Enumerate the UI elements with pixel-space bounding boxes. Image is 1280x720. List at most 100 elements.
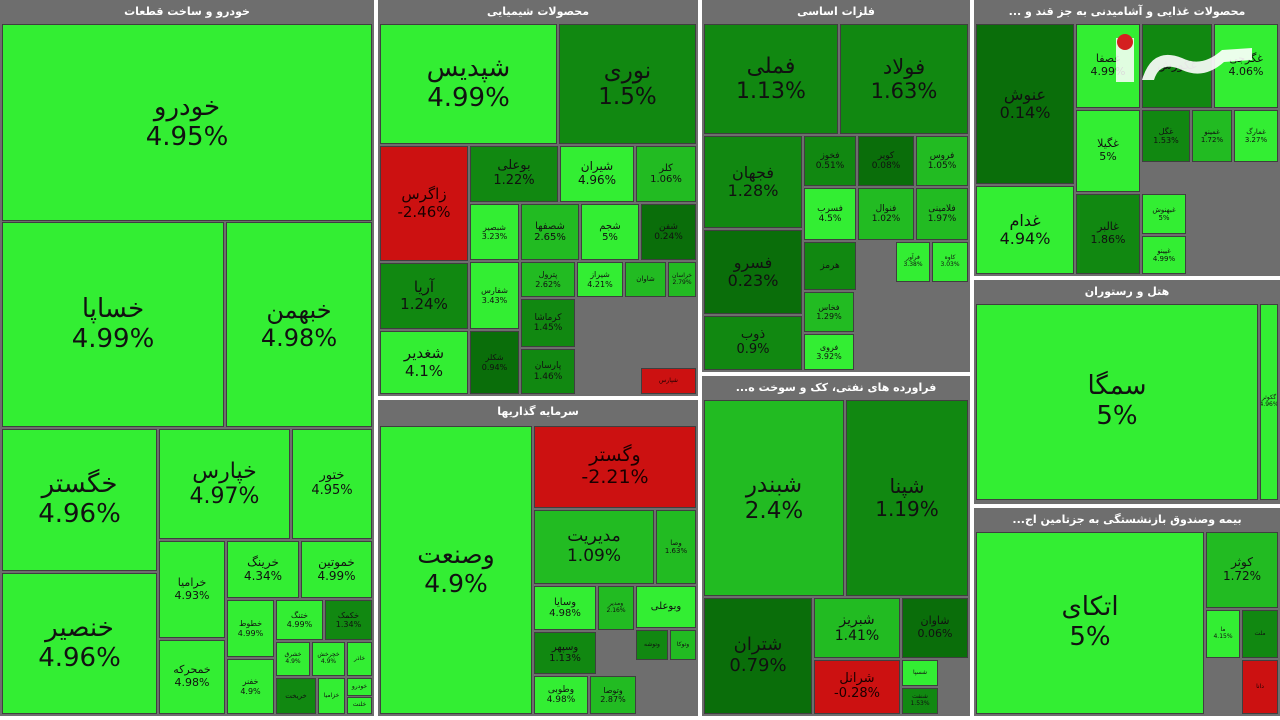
treemap-tile[interactable]: شبریز 1.41%: [814, 598, 900, 658]
treemap-tile[interactable]: وسایا 4.98%: [534, 586, 596, 630]
treemap-tile[interactable]: غگیلا 5%: [1076, 110, 1140, 192]
treemap-tile[interactable]: خکمک 1.34%: [325, 600, 372, 640]
treemap-tile[interactable]: فسرو 0.23%: [704, 230, 802, 314]
treemap-tile[interactable]: خبهمن 4.98%: [226, 222, 372, 427]
treemap-tile[interactable]: ذوب 0.9%: [704, 316, 802, 370]
treemap-tile[interactable]: زاگرس -2.46%: [380, 146, 468, 261]
treemap-tile[interactable]: خزامیا: [318, 678, 345, 714]
treemap-tile[interactable]: پارسان 1.46%: [521, 349, 575, 394]
treemap-tile[interactable]: غبهنوش 5%: [1142, 194, 1186, 234]
treemap-tile[interactable]: خساپا 4.99%: [2, 222, 224, 427]
treemap-tile[interactable]: خرامیا 4.93%: [159, 541, 225, 638]
treemap-tile[interactable]: فخوز 0.51%: [804, 136, 856, 186]
treemap-tile[interactable]: خراسان 2.79%: [668, 262, 696, 297]
treemap-tile[interactable]: فخاس 1.29%: [804, 292, 854, 332]
treemap-tile[interactable]: شبندر 2.4%: [704, 400, 844, 596]
treemap-tile[interactable]: عنوش 0.14%: [976, 24, 1074, 184]
treemap-tile[interactable]: شصفها 2.65%: [521, 204, 579, 260]
treemap-tile[interactable]: فسرب 4.5%: [804, 188, 856, 240]
treemap-tile[interactable]: فجهان 1.28%: [704, 136, 802, 228]
treemap-tile[interactable]: خریخت: [276, 678, 316, 714]
treemap-tile[interactable]: خگستر 4.96%: [2, 429, 157, 571]
treemap-tile[interactable]: خچرخش 4.9%: [312, 642, 345, 676]
treemap-tile[interactable]: شفارس 3.43%: [470, 262, 519, 329]
treemap-tile[interactable]: آریا 1.24%: [380, 263, 468, 329]
treemap-tile[interactable]: غالبر 1.86%: [1076, 194, 1140, 274]
treemap-tile[interactable]: شپارس: [641, 368, 696, 394]
treemap-tile[interactable]: کوثر 1.72%: [1206, 532, 1278, 608]
treemap-tile[interactable]: خپارس 4.97%: [159, 429, 290, 539]
treemap-tile[interactable]: وگستر -2.21%: [534, 426, 696, 508]
treemap-tile[interactable]: فولاد 1.63%: [840, 24, 968, 134]
treemap-tile[interactable]: اتکای 5%: [976, 532, 1204, 714]
tile-change-percent: 4.96%: [38, 642, 121, 673]
treemap-tile[interactable]: شاوان: [625, 262, 666, 297]
treemap-tile[interactable]: شتران 0.79%: [704, 598, 812, 714]
treemap-tile[interactable]: فلامینی 1.97%: [916, 188, 968, 240]
treemap-tile[interactable]: خنصیر 4.96%: [2, 573, 157, 714]
tile-change-percent: -2.46%: [397, 202, 451, 221]
tile-change-percent: 4.96%: [38, 499, 121, 529]
treemap-tile[interactable]: ختنگ 4.99%: [276, 600, 323, 640]
treemap-tile[interactable]: کرماشا 1.45%: [521, 299, 575, 347]
treemap-tile[interactable]: نوری 1.5%: [559, 24, 696, 144]
treemap-tile[interactable]: مدیریت 1.09%: [534, 510, 654, 584]
treemap-tile[interactable]: خاذر: [347, 642, 372, 676]
treemap-tile[interactable]: شپنا 1.19%: [846, 400, 968, 596]
treemap-tile[interactable]: شیران 4.96%: [560, 146, 634, 202]
treemap-tile[interactable]: خفنر 4.9%: [227, 659, 274, 714]
treemap-tile[interactable]: غمینو 1.72%: [1192, 110, 1232, 162]
treemap-tile[interactable]: غدام 4.94%: [976, 186, 1074, 274]
treemap-tile[interactable]: ما 4.15%: [1206, 610, 1240, 658]
treemap-tile[interactable]: خطوط 4.99%: [227, 600, 274, 657]
treemap-tile[interactable]: پترول 2.62%: [521, 262, 575, 297]
treemap-tile[interactable]: فروی 3.92%: [804, 334, 854, 370]
treemap-tile[interactable]: خلنت: [347, 697, 372, 714]
treemap-tile[interactable]: خودرو: [347, 678, 372, 696]
treemap-tile[interactable]: فروس 1.05%: [916, 136, 968, 186]
treemap-tile[interactable]: خموتین 4.99%: [301, 541, 372, 598]
treemap-tile[interactable]: فنوال 1.02%: [858, 188, 914, 240]
treemap-tile[interactable]: بوعلی 1.22%: [470, 146, 558, 202]
treemap-tile[interactable]: ملت: [1242, 610, 1278, 658]
treemap-tile[interactable]: وتوشه: [636, 630, 668, 660]
treemap-tile[interactable]: شغدیر 4.1%: [380, 331, 468, 394]
treemap-tile[interactable]: غپینو 4.99%: [1142, 236, 1186, 274]
treemap-tile[interactable]: وطوبی 4.98%: [534, 676, 588, 714]
treemap-tile[interactable]: شکلر 0.94%: [470, 331, 519, 394]
treemap-tile[interactable]: کلر 1.06%: [636, 146, 696, 202]
treemap-tile[interactable]: خودرو 4.95%: [2, 24, 372, 221]
treemap-tile[interactable]: گکوثر 4.96%: [1260, 304, 1278, 500]
treemap-tile[interactable]: شاوان 0.06%: [902, 598, 968, 658]
treemap-tile[interactable]: خرینگ 4.34%: [227, 541, 299, 598]
treemap-tile[interactable]: دانا: [1242, 660, 1278, 714]
treemap-tile[interactable]: کاوه 3.03%: [932, 242, 968, 282]
treemap-tile[interactable]: فملی 1.13%: [704, 24, 838, 134]
treemap-tile[interactable]: وسپهر 1.13%: [534, 632, 596, 674]
treemap-tile[interactable]: شبصیر 3.23%: [470, 204, 519, 260]
treemap-tile[interactable]: ختور 4.95%: [292, 429, 372, 539]
tile-symbol: شبصیر: [483, 222, 506, 232]
treemap-tile[interactable]: شیراز 4.21%: [577, 262, 623, 297]
treemap-tile[interactable]: خمحرکه 4.98%: [159, 640, 225, 714]
treemap-tile[interactable]: وصنعت 4.9%: [380, 426, 532, 714]
treemap-tile[interactable]: شسپا: [902, 660, 938, 686]
treemap-tile[interactable]: وصا 1.63%: [656, 510, 696, 584]
treemap-tile[interactable]: شفن 0.24%: [641, 204, 696, 260]
treemap-tile[interactable]: غگل 1.53%: [1142, 110, 1190, 162]
treemap-tile[interactable]: وبوعلی: [636, 586, 696, 628]
treemap-tile[interactable]: وتوکا: [670, 630, 696, 660]
treemap-tile[interactable]: شپدیس 4.99%: [380, 24, 557, 144]
treemap-tile[interactable]: هرمز: [804, 242, 856, 290]
treemap-tile[interactable]: فرآور 3.38%: [896, 242, 930, 282]
treemap-tile[interactable]: وتوصا 2.87%: [590, 676, 636, 714]
treemap-tile[interactable]: شنفت 1.53%: [902, 688, 938, 714]
treemap-tile[interactable]: ومدیر 2.16%: [598, 586, 634, 630]
treemap-tile[interactable]: کویر 0.08%: [858, 136, 914, 186]
treemap-tile[interactable]: شرانل -0.28%: [814, 660, 900, 714]
treemap-tile[interactable]: غمارگ 3.27%: [1234, 110, 1278, 162]
treemap-tile[interactable]: سمگا 5%: [976, 304, 1258, 500]
treemap-tile[interactable]: شجم 5%: [581, 204, 639, 260]
treemap-tile[interactable]: خشرق 4.9%: [276, 642, 310, 676]
treemap-tile[interactable]: غگرجی4.06%: [1214, 24, 1278, 108]
